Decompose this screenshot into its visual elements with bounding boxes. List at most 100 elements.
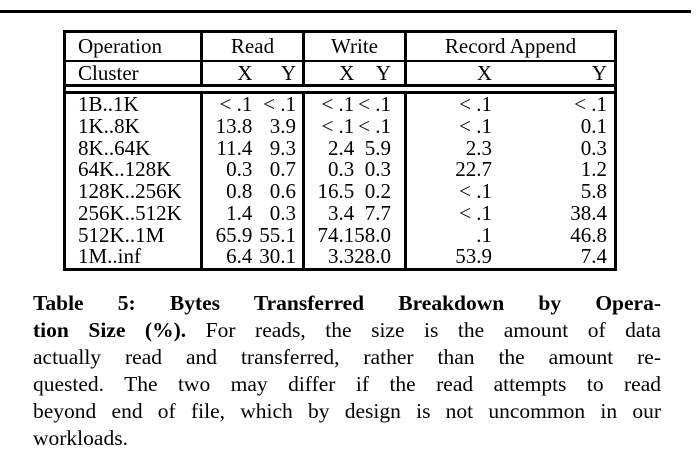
record-append-xy-header-cell: X Y: [407, 62, 614, 84]
write-header-cell: Write: [305, 33, 407, 60]
record-append-x-value: < .1: [459, 113, 492, 138]
write-y-value: 5.9: [364, 135, 391, 160]
record-append-values: < .1 38.4: [407, 200, 614, 225]
caption-regular-text: actually read and transferred, rather th…: [33, 345, 661, 369]
write-y-value: 0.2: [364, 179, 391, 203]
op-size-range: 8K..64K: [66, 137, 203, 160]
op-size-range: 64K..128K: [66, 158, 203, 181]
record-append-y-value: 1.2: [580, 157, 607, 182]
write-x-value: 74.1: [317, 222, 355, 247]
read-y-value: 55.1: [259, 222, 296, 247]
read-xy-header-cell: X Y: [203, 62, 305, 84]
op-size-range: 1M..inf: [66, 245, 203, 268]
read-values: 0.3 0.7: [203, 157, 305, 182]
op-size-range: 256K..512K: [66, 202, 203, 225]
write-y-value: 7.7: [364, 200, 391, 225]
read-y-value: 0.6: [269, 179, 296, 203]
record-append-x-value: .1: [476, 222, 492, 247]
write-x-value: 3.3: [328, 244, 355, 269]
record-append-x-value: 2.3: [465, 135, 492, 160]
caption-regular-text: quested. The two may differ if the read …: [33, 372, 661, 396]
header-row-operation: Operation Read Write Record Append: [66, 33, 614, 62]
record-append-x-value: < .1: [459, 92, 492, 116]
write-values: < .1 < .1: [305, 113, 407, 138]
caption-line: quested. The two may differ if the read …: [33, 371, 661, 398]
record-append-x-value: 22.7: [455, 157, 492, 182]
record-append-y-value: 38.4: [570, 200, 607, 225]
read-y-value: 0.3: [269, 200, 296, 225]
caption-line: tion Size (%). For reads, the size is th…: [33, 317, 661, 344]
table-caption: Table 5: Bytes Transferred Breakdown by …: [33, 290, 661, 452]
record-append-values: < .1 5.8: [407, 179, 614, 203]
record-append-values: < .1 0.1: [407, 113, 614, 138]
record-append-values: 22.7 1.2: [407, 157, 614, 182]
record-append-values: < .1 < .1: [407, 92, 614, 116]
table-body: 1B..1K < .1 < .1 < .1 < .1 < .1 < .1 1K.…: [66, 91, 614, 268]
read-x-value: < .1: [219, 92, 253, 116]
read-x-value: 6.4: [226, 244, 253, 269]
write-y-value: < .1: [358, 113, 391, 138]
table-row: 1K..8K 13.8 3.9 < .1 < .1 < .1 0.1: [66, 113, 614, 138]
read-x-value: 0.8: [226, 179, 253, 203]
table-row: 1B..1K < .1 < .1 < .1 < .1 < .1 < .1: [66, 92, 614, 116]
write-x-value: 3.4: [328, 200, 355, 225]
caption-line: Table 5: Bytes Transferred Breakdown by …: [33, 290, 661, 317]
record-append-y-value: 0.3: [580, 135, 607, 160]
table-row: 256K..512K 1.4 0.3 3.4 7.7 < .1 38.4: [66, 200, 614, 225]
op-size-range: 128K..256K: [66, 180, 203, 203]
read-values: 13.8 3.9: [203, 113, 305, 138]
write-values: 74.1 58.0: [305, 222, 407, 247]
record-append-y-column-label: Y: [591, 61, 607, 85]
read-y-value: 30.1: [259, 244, 296, 269]
record-append-values: 2.3 0.3: [407, 135, 614, 160]
record-append-x-value: < .1: [459, 179, 492, 203]
write-y-column-label: Y: [375, 61, 391, 85]
write-x-value: 0.3: [328, 157, 355, 182]
read-values: 1.4 0.3: [203, 200, 305, 225]
record-append-values: .1 46.8: [407, 222, 614, 247]
write-values: < .1 < .1: [305, 92, 407, 116]
table-row: 128K..256K 0.8 0.6 16.5 0.2 < .1 5.8: [66, 179, 614, 203]
write-y-value: < .1: [358, 92, 391, 116]
write-x-value: 2.4: [328, 135, 355, 160]
record-append-y-value: 46.8: [570, 222, 607, 247]
write-y-value: 0.3: [364, 157, 391, 182]
read-values: 0.8 0.6: [203, 179, 305, 203]
record-append-header-cell: Record Append: [444, 34, 577, 58]
write-xy-header-cell: X Y: [305, 62, 407, 84]
read-header-cell: Read: [203, 33, 305, 60]
bytes-transferred-table: Operation Read Write Record Append Clust…: [63, 30, 617, 271]
read-y-value: 0.7: [269, 157, 296, 182]
caption-line: actually read and transferred, rather th…: [33, 344, 661, 371]
write-values: 2.4 5.9: [305, 135, 407, 160]
read-x-value: 65.9: [215, 222, 253, 247]
op-size-range: 1K..8K: [66, 115, 203, 138]
read-x-value: 13.8: [215, 113, 253, 138]
record-append-y-value: 5.8: [580, 179, 607, 203]
read-y-value: < .1: [263, 92, 296, 116]
caption-regular-text: For reads, the size is the amount of dat…: [205, 318, 661, 342]
caption-bold-text: Table 5: Bytes Transferred Breakdown by …: [33, 291, 661, 315]
write-y-value: 58.0: [354, 222, 391, 247]
caption-regular-text: workloads.: [33, 426, 128, 450]
table-row: 8K..64K 11.4 9.3 2.4 5.9 2.3 0.3: [66, 135, 614, 160]
column-top-rule: [0, 10, 691, 13]
read-x-value: 1.4: [226, 200, 253, 225]
caption-line: beyond end of file, which by design is n…: [33, 398, 661, 425]
read-values: < .1 < .1: [203, 92, 305, 116]
write-values: 3.4 7.7: [305, 200, 407, 225]
read-values: 6.4 30.1: [203, 244, 305, 269]
table-row: 1M..inf 6.4 30.1 3.3 28.0 53.9 7.4: [66, 244, 614, 269]
header-row-cluster: Cluster X Y X Y X Y: [66, 62, 614, 84]
table-row: 512K..1M 65.9 55.1 74.1 58.0 .1 46.8: [66, 222, 614, 247]
write-x-value: 16.5: [317, 179, 355, 203]
record-append-y-value: 0.1: [580, 113, 607, 138]
table-header: Operation Read Write Record Append Clust…: [66, 33, 614, 87]
read-x-column-label: X: [237, 61, 253, 85]
write-values: 16.5 0.2: [305, 179, 407, 203]
record-append-values: 53.9 7.4: [407, 245, 614, 268]
operation-header-cell: Operation: [66, 33, 203, 60]
caption-bold-text: tion Size (%).: [33, 318, 187, 342]
record-append-x-column-label: X: [476, 61, 492, 85]
